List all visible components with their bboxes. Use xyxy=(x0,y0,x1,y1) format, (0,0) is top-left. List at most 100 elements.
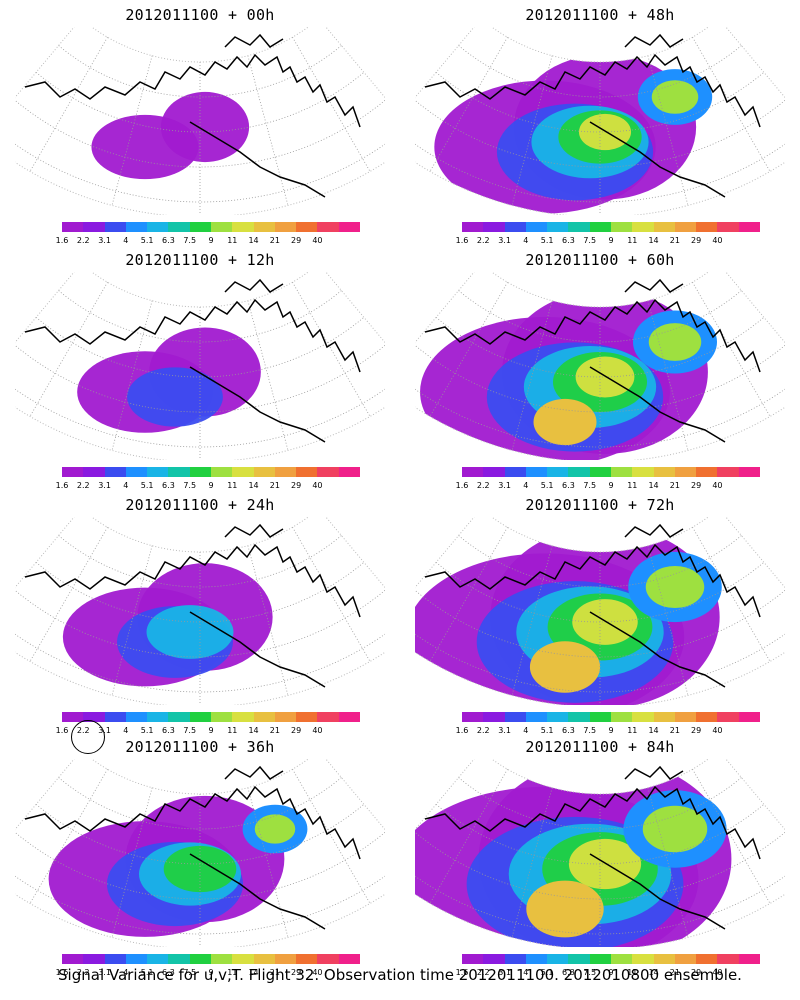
colorbar-tick-label: 21 xyxy=(269,481,280,490)
graticule xyxy=(415,37,785,215)
colorbar-swatch xyxy=(504,222,526,232)
colorbar-swatch xyxy=(296,712,318,722)
colorbar-tick-label: 9 xyxy=(208,968,214,977)
colorbar-swatch xyxy=(696,467,718,477)
colorbar-swatch xyxy=(104,467,126,477)
colorbar-tick-label: 21 xyxy=(269,236,280,245)
colorbar-swatch xyxy=(125,712,148,722)
colorbar-swatch xyxy=(738,712,760,722)
colorbar-swatch xyxy=(338,954,360,964)
colorbar-tick-label: 7.5 xyxy=(183,726,197,735)
colorbar-swatch xyxy=(525,954,548,964)
colorbar-labels: 1.6 2.2 3.1 4 5.1 6.3 7.5 9 11 14 21 29 40 xyxy=(40,726,380,738)
coastline xyxy=(424,523,761,688)
colorbar-swatch xyxy=(83,954,105,964)
colorbar-swatch xyxy=(210,954,233,964)
colorbar-swatch xyxy=(738,222,760,232)
colorbar-tick-label: 1.6 xyxy=(455,481,469,490)
colorbar-swatch xyxy=(210,467,233,477)
colorbar-tick-label: 2.2 xyxy=(476,236,490,245)
colorbar-swatch xyxy=(210,712,233,722)
colorbar-tick-label: 29 xyxy=(691,481,702,490)
colorbar-swatch xyxy=(632,467,654,477)
colorbar-swatch xyxy=(653,222,675,232)
colorbar-swatch xyxy=(274,222,297,232)
colorbar-swatch xyxy=(274,467,297,477)
panel-title: 2012011100 + 60h xyxy=(525,251,675,269)
coastline xyxy=(424,33,761,198)
colorbar-swatch xyxy=(168,222,190,232)
coastline xyxy=(424,765,761,930)
colorbar-tick-label: 3.1 xyxy=(98,481,111,490)
colorbar-tick-label: 1.6 xyxy=(455,968,469,977)
colorbar-swatch xyxy=(253,467,275,477)
forecast-panel: 2012011100 + 36h 1.6 2.2 3.1 4 5.1 6.3 7.5 9 11 14… xyxy=(0,732,400,977)
colorbar-swatch xyxy=(317,954,339,964)
map xyxy=(415,27,785,215)
colorbar-swatch xyxy=(674,712,697,722)
colorbar-swatch xyxy=(738,467,760,477)
colorbar-tick-label: 40 xyxy=(312,968,323,977)
colorbar-tick-label: 9 xyxy=(608,968,614,977)
colorbar-swatch xyxy=(147,222,169,232)
colorbar-swatch xyxy=(462,712,484,722)
colorbar-tick-label: 21 xyxy=(669,726,680,735)
colorbar-swatch xyxy=(296,222,318,232)
colorbar-tick-label: 1.6 xyxy=(455,726,469,735)
colorbar-tick-label: 6.3 xyxy=(162,236,175,245)
colorbar-tick-label: 1.6 xyxy=(55,968,69,977)
colorbar-tick-label: 11 xyxy=(227,726,238,735)
colorbar-swatch xyxy=(610,712,633,722)
map xyxy=(15,27,385,215)
colorbar-tick-label: 29 xyxy=(291,726,302,735)
colorbar-swatch xyxy=(317,467,339,477)
colorbar-swatch xyxy=(147,712,169,722)
colorbar-swatch xyxy=(274,954,297,964)
colorbar-tick-label: 3.1 xyxy=(98,726,111,735)
colorbar-tick-label: 5.1 xyxy=(140,236,154,245)
colorbar-swatch xyxy=(504,712,526,722)
colorbar-tick-label: 3.1 xyxy=(498,481,511,490)
colorbar-swatch xyxy=(296,467,318,477)
panel-title: 2012011100 + 72h xyxy=(525,496,675,514)
colorbar-tick-label: 21 xyxy=(669,236,680,245)
colorbar-swatch xyxy=(674,222,697,232)
colorbar xyxy=(62,467,360,477)
variance-field xyxy=(415,759,732,947)
colorbar-tick-label: 21 xyxy=(269,726,280,735)
colorbar-tick-label: 7.5 xyxy=(583,481,597,490)
colorbar-tick-label: 5.1 xyxy=(140,726,154,735)
colorbar-swatch xyxy=(483,712,505,722)
colorbar-swatch xyxy=(483,222,505,232)
colorbar xyxy=(62,712,360,722)
colorbar-labels: 1.6 2.2 3.1 4 5.1 6.3 7.5 9 11 14 21 29 40 xyxy=(40,481,380,493)
colorbar-swatch xyxy=(232,222,254,232)
colorbar-tick-label: 4 xyxy=(523,236,529,245)
colorbar-swatch xyxy=(253,954,275,964)
colorbar-swatch xyxy=(504,954,526,964)
colorbar-tick-label: 29 xyxy=(291,968,302,977)
coastline xyxy=(24,523,361,688)
colorbar-swatch xyxy=(317,222,339,232)
colorbar-swatch xyxy=(696,712,718,722)
colorbar-tick-label: 11 xyxy=(227,481,238,490)
colorbar-tick-label: 40 xyxy=(712,236,723,245)
colorbar-tick-label: 1.6 xyxy=(455,236,469,245)
colorbar-tick-label: 9 xyxy=(208,236,214,245)
colorbar-swatch xyxy=(210,222,233,232)
colorbar-tick-label: 11 xyxy=(227,236,238,245)
colorbar-tick-label: 21 xyxy=(669,481,680,490)
colorbar-tick-label: 2.2 xyxy=(76,968,90,977)
colorbar-tick-label: 11 xyxy=(227,968,238,977)
colorbar-swatch xyxy=(738,954,760,964)
colorbar-tick-label: 14 xyxy=(648,481,659,490)
map xyxy=(15,517,385,705)
colorbar-swatch xyxy=(253,222,275,232)
variance-field xyxy=(434,54,713,214)
colorbar-swatch xyxy=(83,712,105,722)
coastline xyxy=(24,33,361,198)
colorbar-tick-label: 7.5 xyxy=(583,726,597,735)
colorbar-tick-label: 14 xyxy=(248,236,259,245)
forecast-panel: 2012011100 + 72h 1.6 2.2 3.1 4 5.1 6.3 7.5 9 11 14… xyxy=(400,490,800,735)
colorbar-swatch xyxy=(610,467,633,477)
